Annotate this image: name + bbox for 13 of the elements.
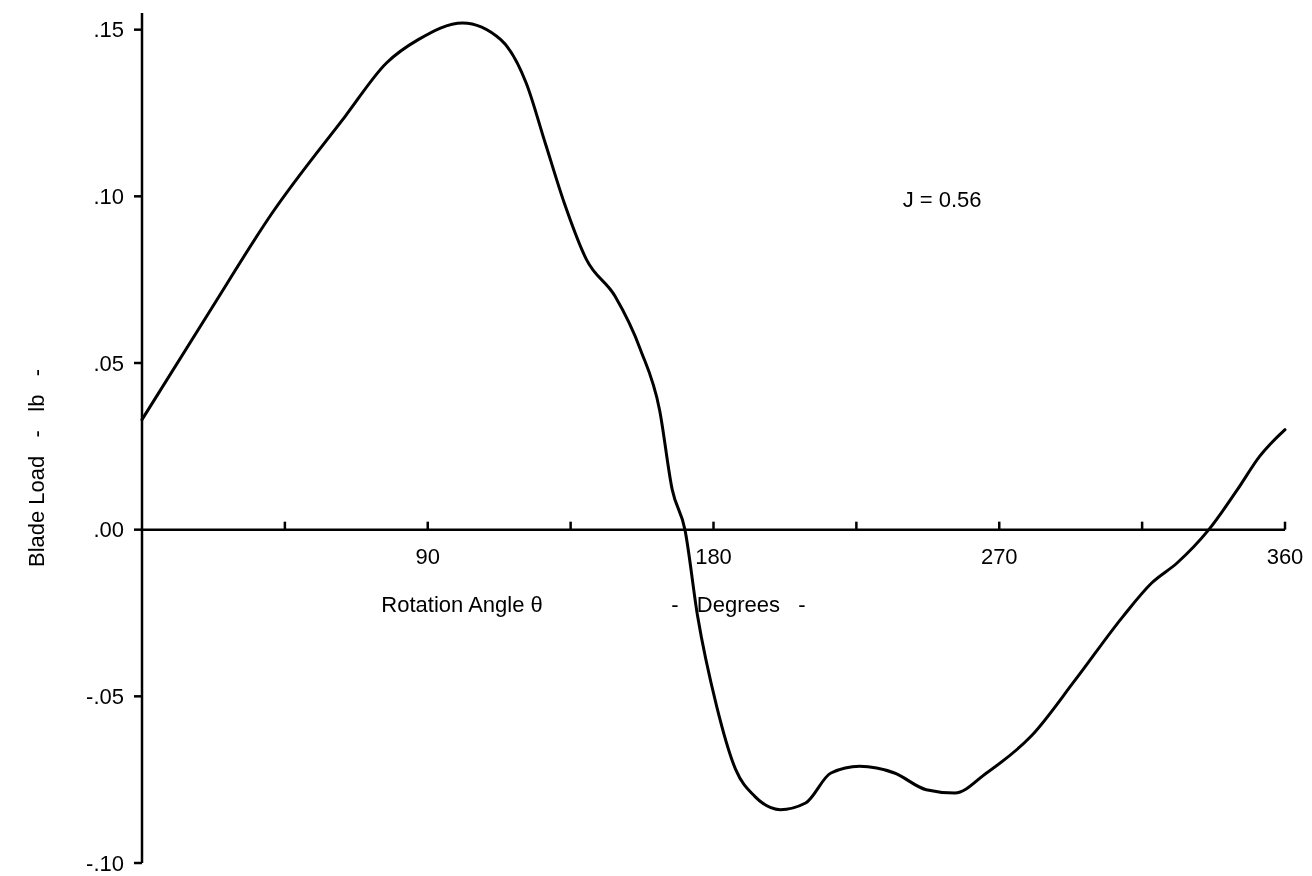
x-tick-label: 360 bbox=[1266, 543, 1304, 569]
y-tick-label: .15 bbox=[93, 17, 124, 43]
x-axis-title: Rotation Angle θ - Degrees - bbox=[381, 591, 806, 617]
y-tick-label: .00 bbox=[93, 517, 124, 543]
y-tick-label: .10 bbox=[93, 184, 124, 210]
y-tick-label: .05 bbox=[93, 350, 124, 376]
x-tick-label: 180 bbox=[695, 543, 732, 569]
x-tick-label: 270 bbox=[980, 543, 1018, 569]
y-tick-label: -.05 bbox=[86, 684, 124, 710]
y-axis-title: Blade Load - lb - bbox=[24, 368, 49, 568]
y-tick-label: -.10 bbox=[86, 850, 124, 876]
annotation: J = 0.56 bbox=[902, 186, 982, 212]
x-tick-label: 90 bbox=[415, 543, 440, 569]
